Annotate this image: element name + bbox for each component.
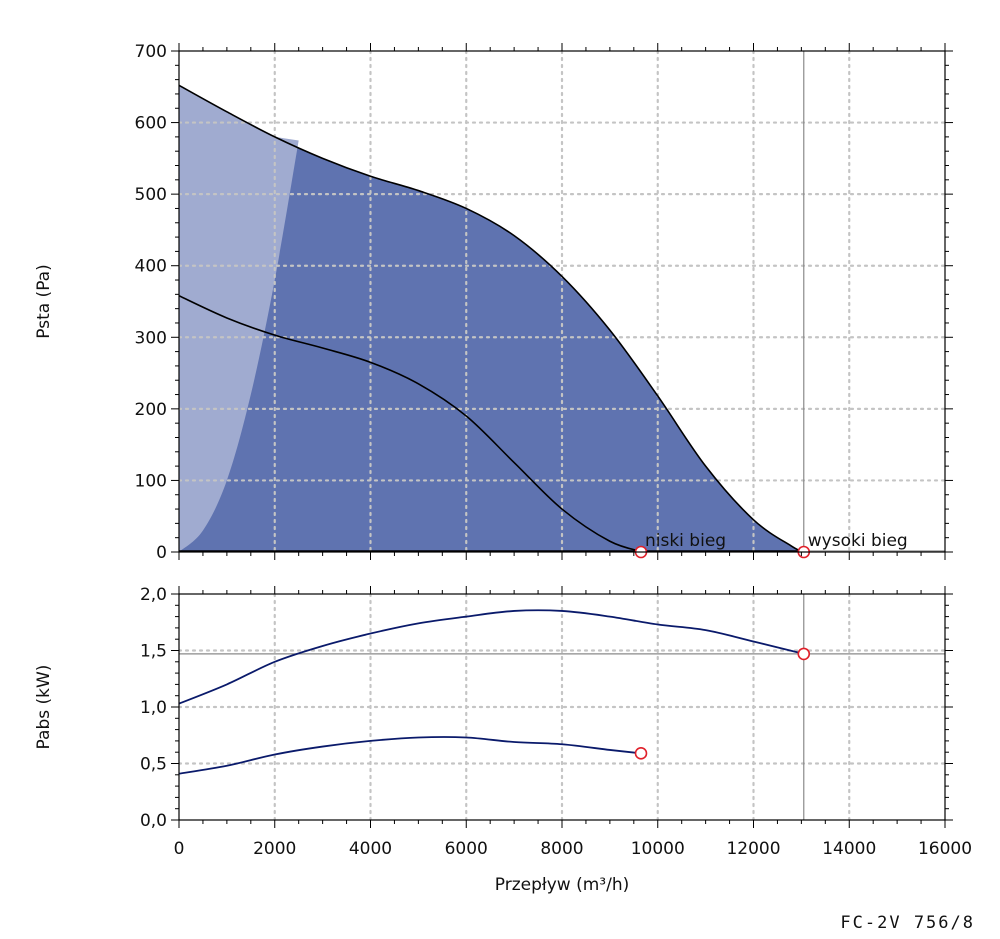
series-line-wysoki xyxy=(179,609,804,705)
series-line-niski xyxy=(179,736,642,775)
ticks xyxy=(171,43,953,560)
operating-point-marker xyxy=(797,647,811,661)
y-tick-label: 100 xyxy=(135,471,167,491)
y-tick-label: 600 xyxy=(135,114,167,134)
x-tick-label: 4000 xyxy=(349,839,392,859)
y-axis-label: Psta (Pa) xyxy=(34,264,54,338)
x-tick-label: 2000 xyxy=(253,839,296,859)
x-tick-label: 6000 xyxy=(445,839,488,859)
plot-area xyxy=(179,594,945,820)
x-tick-label: 14000 xyxy=(822,839,876,859)
pressure-panel: niski bieg wysoki bieg 0 100 200 300 400 500 600… xyxy=(34,42,953,563)
operating-point-marker xyxy=(634,747,648,760)
plot-area xyxy=(179,51,945,552)
x-tick-label: 0 xyxy=(174,839,185,859)
y-tick-label: 1,0 xyxy=(140,698,167,718)
power-panel: 0,0 0,5 1,0 1,5 2,0 0 2000 4000 6000 8000 10000 120… xyxy=(34,585,972,895)
x-axis-label: Przepływ (m³/h) xyxy=(495,875,629,895)
x-tick-label: 12000 xyxy=(726,839,780,859)
y-tick-label: 400 xyxy=(135,257,167,277)
y-axis-label: Pabs (kW) xyxy=(34,665,54,750)
y-tick-label: 0,5 xyxy=(140,755,167,775)
y-tick-label: 700 xyxy=(135,42,167,62)
unstable-area xyxy=(179,85,299,552)
annotation-niski-bieg: niski bieg xyxy=(645,531,726,551)
x-tick-label: 10000 xyxy=(631,839,685,859)
y-tick-label: 1,5 xyxy=(140,642,167,662)
y-tick-label: 300 xyxy=(135,328,167,348)
ticks xyxy=(171,586,953,828)
y-tick-label: 200 xyxy=(135,400,167,420)
y-tick-label: 0 xyxy=(156,543,167,563)
series-line-wysoki xyxy=(179,84,805,552)
x-tick-label: 8000 xyxy=(540,839,583,859)
model-label: FC-2V 756/8 xyxy=(840,913,975,933)
annotation-wysoki-bieg: wysoki bieg xyxy=(808,531,908,551)
series-line-niski xyxy=(179,295,644,552)
y-tick-label: 500 xyxy=(135,185,167,205)
x-tick-label: 16000 xyxy=(918,839,972,859)
y-tick-label: 0,0 xyxy=(140,811,167,831)
grid xyxy=(179,51,945,552)
y-tick-label: 2,0 xyxy=(140,585,167,605)
grid xyxy=(179,594,945,820)
operating-area xyxy=(179,85,804,552)
